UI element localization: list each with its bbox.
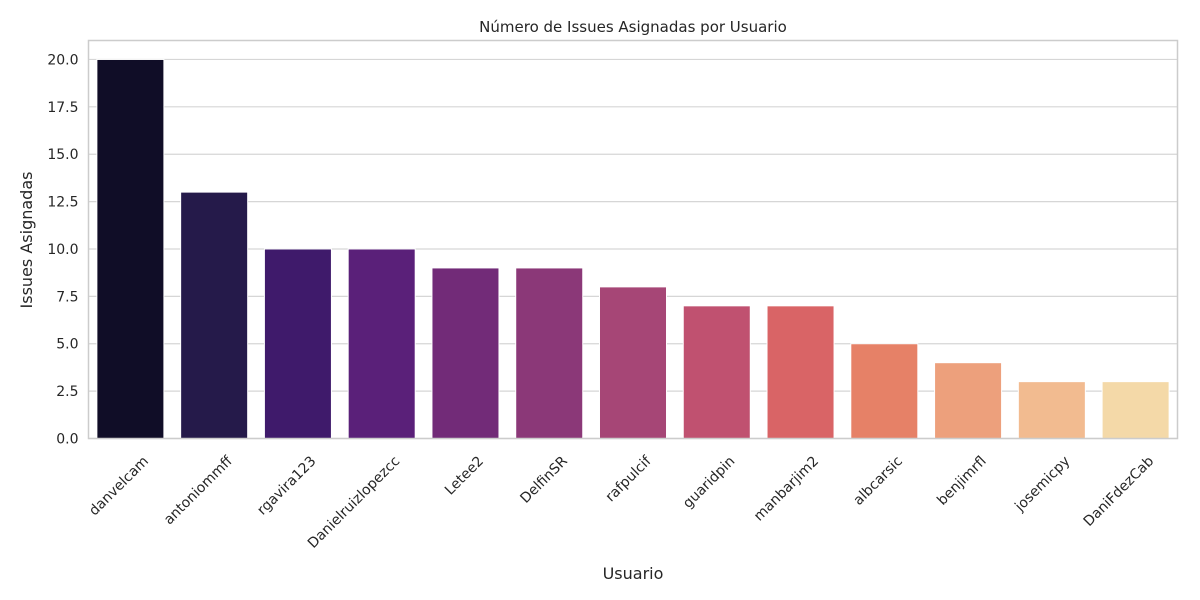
x-tick-label: josemicpy	[1011, 453, 1073, 515]
bar-danvelcam	[96, 58, 165, 439]
bar-DelfinSR	[515, 267, 584, 439]
bar-Danielruizlopezcc	[347, 248, 416, 439]
x-tick-label: antoniommff	[161, 453, 236, 528]
x-tick-label: danvelcam	[86, 453, 152, 519]
bar-josemicpy	[1017, 381, 1086, 439]
x-tick-label: guaridpin	[680, 453, 738, 511]
y-tick-label: 0.0	[56, 432, 78, 448]
bar-rgavira123	[263, 248, 332, 439]
y-tick-label: 17.5	[47, 100, 78, 116]
bar-manbarjim2	[766, 305, 835, 440]
y-tick-label: 2.5	[56, 384, 78, 400]
x-tick-label: manbarjim2	[751, 453, 822, 524]
y-tick-label: 10.0	[47, 242, 78, 258]
x-tick-labels: danvelcam antoniommff rgavira123Danielruiz…	[86, 453, 1157, 552]
x-tick-label: DelfinSR	[517, 453, 571, 507]
x-tick-label: DaniFdezCab	[1081, 453, 1158, 530]
bar-benjimrfl	[934, 362, 1003, 440]
x-tick-label: rafpulcif	[603, 453, 656, 506]
y-tick-label: 20.0	[47, 52, 78, 68]
bar-antoniommff	[180, 191, 249, 439]
bar-Letee2	[431, 267, 500, 439]
y-tick-label: 15.0	[47, 147, 78, 163]
x-tick-label: Letee2	[442, 453, 487, 498]
y-tick-label: 5.0	[56, 337, 78, 353]
bar-guaridpin	[682, 305, 751, 440]
y-tick-label: 12.5	[47, 195, 78, 211]
x-tick-label: rgavira123	[254, 453, 319, 518]
y-tick-label: 7.5	[56, 289, 78, 305]
x-tick-label: albcarsic	[851, 453, 906, 508]
x-tick-label: Danielruizlopezcc	[305, 453, 403, 551]
chart-title: Número de Issues Asignadas por Usuario	[479, 18, 787, 36]
x-tick-label: benjimrfl	[934, 453, 989, 508]
x-axis-title: Usuario	[603, 564, 664, 583]
bar-rafpulcif	[598, 286, 668, 439]
bar-DaniFdezCab	[1101, 381, 1170, 439]
plot-frame	[87, 39, 1179, 440]
y-axis-title: Issues Asignadas	[17, 172, 36, 309]
y-tick-labels: 0.0 2.5 5.0 7.5 10.0 12.5 15.0 17.5 20.0	[47, 52, 78, 447]
bars	[96, 58, 1170, 440]
bar-albcarsic	[850, 343, 919, 439]
